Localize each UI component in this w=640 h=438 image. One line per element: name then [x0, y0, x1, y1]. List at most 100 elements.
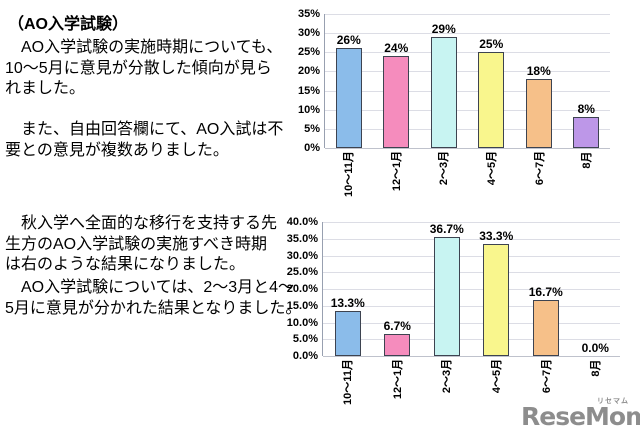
paragraph-free-response-opinion: また、自由回答欄にて、AO入試は不 要との意見が複数ありました。: [5, 121, 284, 159]
gridline: [323, 272, 620, 274]
bar-column: 24%: [373, 14, 421, 148]
bar-value-label: 25%: [479, 37, 504, 52]
bar-column: 25%: [468, 14, 516, 148]
x-axis-label-cell: 10～11月: [322, 356, 372, 414]
gridline: [325, 128, 610, 130]
y-axis-tick-label: 10%: [297, 103, 320, 116]
gridline: [325, 71, 610, 73]
x-axis-tick-label: 2～3月: [438, 150, 451, 186]
bar-value-label: 16.7%: [528, 285, 563, 300]
bar-value-label: 13.3%: [330, 296, 365, 311]
gridline: [323, 289, 620, 290]
resemom-logo-ruby: リセマム: [597, 398, 629, 405]
bar: [483, 244, 510, 356]
x-axis-label-cell: 12～1月: [372, 148, 420, 206]
paragraph-split-opinion: AO入学試験については、2～3月と4～ 5月に意見が分かれた結果となりました。: [5, 279, 302, 317]
y-axis-tick-label: 30.0%: [286, 249, 318, 262]
x-axis-tick-label: 4～5月: [485, 150, 498, 186]
bar-column: 6.7%: [373, 222, 423, 356]
bar: [532, 300, 559, 356]
x-axis-tick-label: 6～7月: [540, 358, 553, 394]
bar-value-label: 29%: [431, 21, 456, 36]
y-axis-tick-label: 30%: [297, 27, 320, 40]
plot-area: 13.3% 6.7% 36.7% 33.3% 16.7% 0.0%: [322, 222, 620, 357]
y-axis-tick-label: 10.0%: [286, 316, 318, 329]
x-axis-tick-label: 12～1月: [391, 358, 404, 400]
x-axis-label-cell: 2～3月: [419, 148, 467, 206]
bar-value-label: 8%: [577, 102, 595, 117]
x-axis-tick-label: 4～5月: [490, 358, 503, 394]
x-axis-label-cell: 4～5月: [467, 148, 515, 206]
y-axis: 35% 30% 25% 20% 15% 10% 5% 0%: [288, 8, 324, 154]
bar: [334, 311, 361, 356]
bar-chart-ao-exam-period-fall-supporters: 40.0% 35.0% 30.0% 25.0% 20.0% 15.0% 10.0% 5.0% 0…: [274, 216, 620, 414]
gridline: [323, 339, 620, 341]
y-axis-tick-label: 20%: [297, 65, 320, 78]
x-axis-label-cell: 2～3月: [421, 356, 471, 414]
y-axis-tick-label: 25.0%: [286, 266, 318, 279]
gridline: [323, 222, 620, 223]
plot-area: 26% 24% 29% 25% 18% 8%: [324, 14, 610, 149]
gridline: [323, 255, 620, 257]
x-axis-label-cell: 4～5月: [471, 356, 521, 414]
bar-column: 0.0%: [571, 222, 621, 356]
bar-value-label: 24%: [384, 41, 409, 56]
bar-value-label: 33.3%: [479, 229, 514, 244]
y-axis-tick-label: 25%: [297, 46, 320, 59]
plot-wrapper: 26% 24% 29% 25% 18% 8% 10～11月 12～1月 2～3月 4～5月 6～7月…: [324, 14, 610, 206]
y-axis-tick-label: 35.0%: [286, 232, 318, 245]
bar: [335, 48, 362, 148]
y-axis-tick-label: 5%: [304, 122, 320, 135]
x-axis-label-cell: 10～11月: [324, 148, 372, 206]
bar-value-label: 0.0%: [581, 341, 609, 355]
x-axis-tick-label: 8月: [581, 150, 594, 169]
y-axis-tick-label: 5.0%: [292, 333, 318, 346]
bar-value-label: 18%: [526, 64, 551, 79]
x-axis-labels: 10～11月 12～1月 2～3月 4～5月 6～7月 8月: [324, 148, 610, 206]
bar-column: 29%: [420, 14, 468, 148]
x-axis-tick-label: 8月: [590, 358, 603, 377]
bar: [573, 117, 600, 148]
bar-column: 33.3%: [472, 222, 522, 356]
bar: [383, 56, 410, 148]
bar-column: 18%: [515, 14, 563, 148]
y-axis-tick-label: 20.0%: [286, 283, 318, 295]
x-axis-tick-label: 2～3月: [441, 358, 454, 394]
x-axis-tick-label: 10～11月: [342, 151, 355, 197]
x-axis-tick-label: 6～7月: [533, 150, 546, 186]
bar-column: 36.7%: [422, 222, 472, 356]
x-axis-tick-label: 12～1月: [390, 150, 403, 192]
bar: [478, 52, 505, 148]
bar-chart-ao-exam-period-all-respondents: 35% 30% 25% 20% 15% 10% 5% 0% 26% 24% 29% 25% 18% 8% 1…: [288, 8, 610, 206]
bar-column: 16.7%: [521, 222, 571, 356]
y-axis-tick-label: 0.0%: [292, 350, 318, 362]
resemom-logo: リセマム ReseMom.: [521, 396, 640, 434]
gridline: [325, 90, 610, 92]
x-axis-label-cell: 12～1月: [372, 356, 422, 414]
bar: [525, 79, 552, 148]
gridline: [325, 33, 610, 35]
gridline: [325, 14, 610, 15]
bar-value-label: 6.7%: [383, 318, 411, 333]
section-heading: （AO入学試験）: [8, 16, 129, 33]
bar: [433, 237, 460, 356]
paragraph-fall-enrollment-supporters: 秋入学へ全面的な移行を支持する先 生方のAO入学試験の実施すべき時期 は右のよう…: [5, 215, 278, 273]
bars-group: 13.3% 6.7% 36.7% 33.3% 16.7% 0.0%: [323, 222, 620, 356]
y-axis-tick-label: 40.0%: [286, 216, 318, 228]
x-axis-label-cell: 6～7月: [515, 148, 563, 206]
gridline: [325, 52, 610, 54]
bar-column: 26%: [325, 14, 373, 148]
resemom-logo-text: ReseMom.: [521, 402, 640, 431]
bar-value-label: 26%: [336, 33, 361, 48]
bars-group: 26% 24% 29% 25% 18% 8%: [325, 14, 610, 148]
y-axis-tick-label: 0%: [304, 142, 320, 154]
y-axis-tick-label: 35%: [297, 8, 320, 20]
y-axis: 40.0% 35.0% 30.0% 25.0% 20.0% 15.0% 10.0% 5.0% 0…: [274, 216, 322, 362]
gridline: [323, 238, 620, 240]
paragraph-exam-period-spread: AO入学試験の実施時期についても、 10～5月に意見が分散した傾向が見ら れまし…: [5, 39, 283, 97]
x-axis-label-cell: 8月: [562, 148, 610, 206]
gridline: [323, 305, 620, 307]
y-axis-tick-label: 15.0%: [286, 299, 318, 312]
gridline: [323, 322, 620, 324]
